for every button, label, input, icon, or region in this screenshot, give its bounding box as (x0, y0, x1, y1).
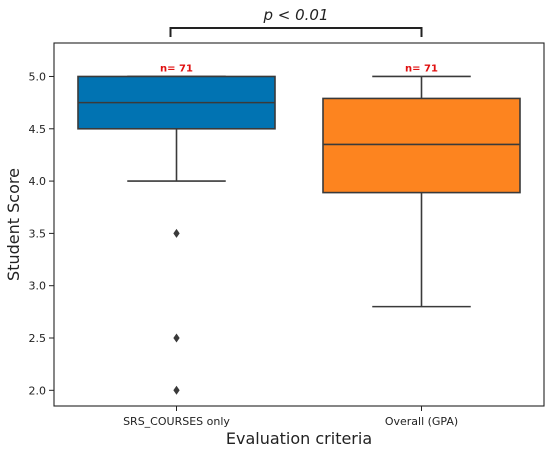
x-tick-label: Overall (GPA) (385, 415, 458, 428)
significance-label: p < 0.01 (262, 6, 328, 24)
plot-area: n= 71 n= 71 (77, 63, 521, 395)
y-tick-label: 2.0 (29, 384, 47, 397)
outlier-point (173, 385, 180, 395)
axes-frame (53, 42, 545, 407)
x-axis-label: Evaluation criteria (226, 429, 372, 448)
y-tick-label: 2.5 (29, 332, 47, 345)
significance-annotation: p < 0.01 (169, 6, 423, 37)
x-tick-label: SRS_COURSES only (123, 415, 230, 428)
y-tick-label: 3.5 (29, 227, 47, 240)
y-tick-label: 4.5 (29, 123, 47, 136)
y-tick-label: 5.0 (29, 70, 47, 83)
box-group-2: n= 71 (322, 63, 521, 308)
box-iqr (322, 97, 521, 194)
outlier-point (173, 333, 180, 343)
y-tick-label: 3.0 (29, 280, 47, 293)
outlier-point (173, 228, 180, 238)
n-count-label: n= 71 (405, 63, 438, 74)
axes: 2.0 2.5 3.0 3.5 4.0 4.5 5.0 SRS_COURSES only Ove… (29, 42, 545, 428)
n-count-label: n= 71 (160, 63, 193, 74)
y-axis-label: Student Score (4, 168, 23, 281)
y-tick-label: 4.0 (29, 175, 47, 188)
box-group-1: n= 71 (77, 63, 276, 395)
significance-bracket (169, 27, 423, 37)
